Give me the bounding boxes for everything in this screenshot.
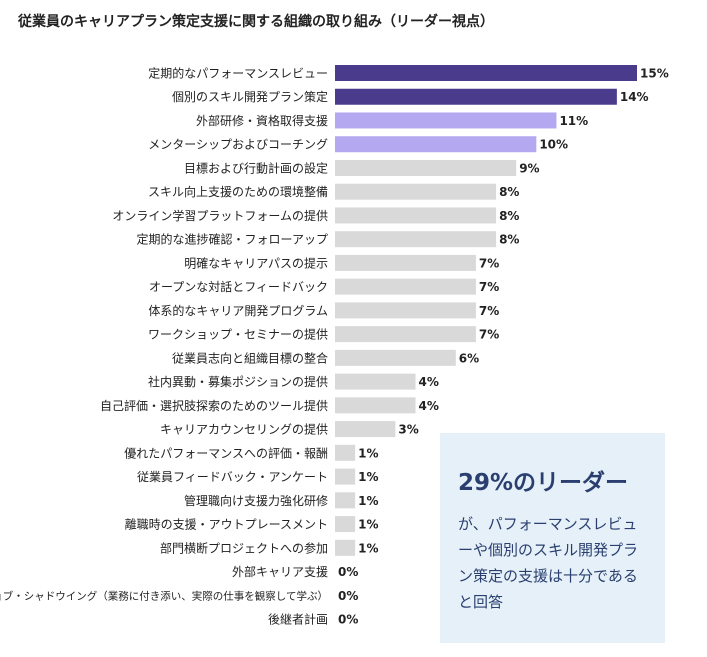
bar xyxy=(335,231,497,248)
category-label: 優れたパフォーマンスへの評価・報酬 xyxy=(124,445,328,460)
category-label: 体系的なキャリア開発プログラム xyxy=(148,303,328,318)
callout: 29%のリーダー が、パフォーマンスレビューや個別のスキル開発プラン策定の支援は… xyxy=(440,433,665,643)
bar xyxy=(335,302,476,319)
bar xyxy=(335,88,617,105)
bar xyxy=(335,112,557,129)
category-label: スキル向上支援のための環境整備 xyxy=(148,184,328,199)
bar xyxy=(335,444,356,461)
bar xyxy=(335,397,416,414)
bar xyxy=(335,207,497,224)
value-label: 3% xyxy=(398,423,418,437)
value-label: 15% xyxy=(640,67,669,81)
value-label: 7% xyxy=(479,328,499,342)
category-label: 社内異動・募集ポジションの提供 xyxy=(148,374,328,389)
bar xyxy=(335,492,356,509)
bar xyxy=(335,326,476,343)
value-label: 0% xyxy=(338,589,358,603)
value-label: 9% xyxy=(519,161,539,175)
category-label: メンターシップおよびコーチング xyxy=(148,138,328,152)
bar xyxy=(335,278,476,295)
bar xyxy=(335,159,517,176)
category-label: 従業員志向と組織目標の整合 xyxy=(172,350,328,365)
value-label: 1% xyxy=(358,494,378,508)
bar xyxy=(335,421,396,438)
category-label: ジョブ・シャドウイング（業務に付き添い、実際の仕事を観察して学ぶ） xyxy=(0,589,328,602)
value-label: 8% xyxy=(499,209,519,223)
chart-title: 従業員のキャリアプラン策定支援に関する組織の取り組み（リーダー視点） xyxy=(17,13,494,30)
value-label: 6% xyxy=(459,351,479,365)
value-label: 8% xyxy=(499,185,519,199)
bar xyxy=(335,468,356,485)
value-label: 4% xyxy=(419,399,439,413)
bar xyxy=(335,65,637,81)
category-label: オンライン学習プラットフォームの提供 xyxy=(112,208,328,223)
category-label: 明確なキャリアパスの提示 xyxy=(184,255,328,270)
bar xyxy=(335,373,416,390)
callout-title: 29%のリーダー xyxy=(458,470,629,496)
category-label: 管理職向け支援力強化研修 xyxy=(184,493,328,508)
category-label: 外部キャリア支援 xyxy=(232,564,328,579)
category-label: 定期的な進捗確認・フォローアップ xyxy=(136,232,328,247)
category-label: ワークショップ・セミナーの提供 xyxy=(148,327,328,342)
category-label: 定期的なパフォーマンスレビュー xyxy=(148,66,328,81)
category-label: キャリアカウンセリングの提供 xyxy=(160,422,328,437)
value-label: 0% xyxy=(338,565,358,579)
value-label: 7% xyxy=(479,280,499,294)
bar xyxy=(335,254,476,271)
value-label: 4% xyxy=(419,375,439,389)
bar xyxy=(335,539,356,556)
bar xyxy=(335,136,537,153)
category-label: 個別のスキル開発プラン策定 xyxy=(172,89,328,104)
bar xyxy=(335,516,356,533)
value-label: 11% xyxy=(559,114,588,128)
value-label: 1% xyxy=(358,470,378,484)
value-label: 10% xyxy=(539,138,568,152)
value-label: 8% xyxy=(499,233,519,247)
category-label: 外部研修・資格取得支援 xyxy=(196,113,328,128)
value-label: 7% xyxy=(479,304,499,318)
value-label: 1% xyxy=(358,446,378,460)
category-label: 自己評価・選択肢探索のためのツール提供 xyxy=(100,398,328,413)
value-label: 7% xyxy=(479,256,499,270)
category-label: 従業員フィードバック・アンケート xyxy=(137,470,328,484)
category-label: オープンな対話とフィードバック xyxy=(149,279,328,294)
value-label: 0% xyxy=(338,613,358,627)
value-label: 14% xyxy=(620,90,649,104)
category-label: 後継者計画 xyxy=(268,612,328,627)
value-label: 1% xyxy=(358,541,378,555)
bar xyxy=(335,349,456,366)
bar xyxy=(335,183,497,200)
callout-text: が、パフォーマンスレビューや個別のスキル開発プラン策定の支援は十分であると回答 xyxy=(458,515,639,611)
category-label: 部門横断プロジェクトへの参加 xyxy=(160,540,328,555)
category-label: 離職時の支援・アウトプレースメント xyxy=(125,518,328,532)
category-label: 目標および行動計画の設定 xyxy=(184,160,328,175)
value-label: 1% xyxy=(358,518,378,532)
